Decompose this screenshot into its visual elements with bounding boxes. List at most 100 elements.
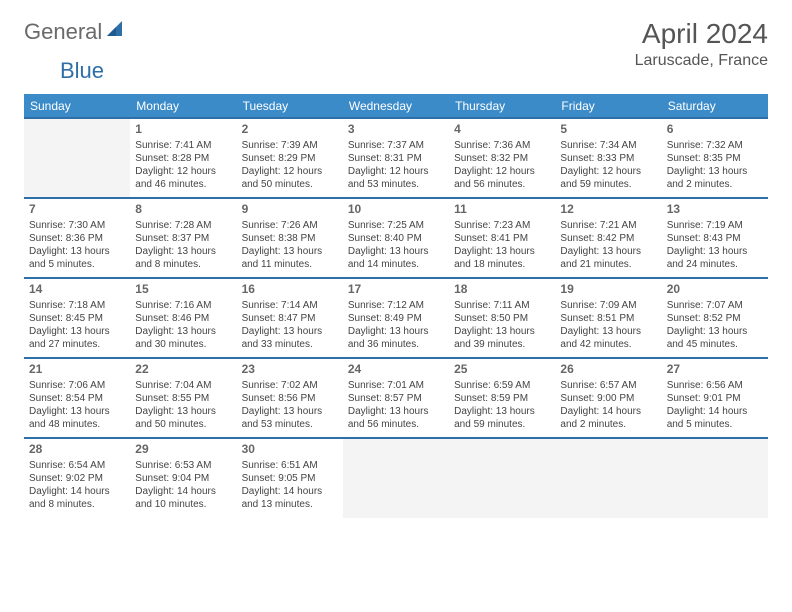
day-number: 4 <box>454 122 550 138</box>
daylight-line: Daylight: 13 hours and 59 minutes. <box>454 405 550 431</box>
day-number: 16 <box>242 282 338 298</box>
sunset-line: Sunset: 8:43 PM <box>667 232 763 245</box>
sunset-line: Sunset: 8:41 PM <box>454 232 550 245</box>
daylight-line: Daylight: 12 hours and 53 minutes. <box>348 165 444 191</box>
sunset-line: Sunset: 8:37 PM <box>135 232 231 245</box>
weekday-header: Monday <box>130 95 236 119</box>
daylight-line: Daylight: 13 hours and 45 minutes. <box>667 325 763 351</box>
day-number: 30 <box>242 442 338 458</box>
calendar-cell: 1Sunrise: 7:41 AMSunset: 8:28 PMDaylight… <box>130 118 236 198</box>
calendar-cell: 29Sunrise: 6:53 AMSunset: 9:04 PMDayligh… <box>130 438 236 518</box>
calendar-cell: 12Sunrise: 7:21 AMSunset: 8:42 PMDayligh… <box>555 198 661 278</box>
sunrise-line: Sunrise: 7:28 AM <box>135 219 231 232</box>
daylight-line: Daylight: 14 hours and 5 minutes. <box>667 405 763 431</box>
daylight-line: Daylight: 13 hours and 24 minutes. <box>667 245 763 271</box>
sunrise-line: Sunrise: 6:51 AM <box>242 459 338 472</box>
sunset-line: Sunset: 8:40 PM <box>348 232 444 245</box>
calendar-cell: 7Sunrise: 7:30 AMSunset: 8:36 PMDaylight… <box>24 198 130 278</box>
weekday-header: Saturday <box>662 95 768 119</box>
sunrise-line: Sunrise: 7:41 AM <box>135 139 231 152</box>
daylight-line: Daylight: 14 hours and 8 minutes. <box>29 485 125 511</box>
sunrise-line: Sunrise: 7:30 AM <box>29 219 125 232</box>
daylight-line: Daylight: 13 hours and 14 minutes. <box>348 245 444 271</box>
calendar-cell: 11Sunrise: 7:23 AMSunset: 8:41 PMDayligh… <box>449 198 555 278</box>
day-number: 17 <box>348 282 444 298</box>
calendar-cell-blank <box>662 438 768 518</box>
day-number: 9 <box>242 202 338 218</box>
sunset-line: Sunset: 8:33 PM <box>560 152 656 165</box>
logo-text-blue: Blue <box>60 58 104 83</box>
calendar-cell: 25Sunrise: 6:59 AMSunset: 8:59 PMDayligh… <box>449 358 555 438</box>
daylight-line: Daylight: 13 hours and 39 minutes. <box>454 325 550 351</box>
sunrise-line: Sunrise: 7:02 AM <box>242 379 338 392</box>
day-number: 14 <box>29 282 125 298</box>
day-number: 13 <box>667 202 763 218</box>
calendar-cell: 27Sunrise: 6:56 AMSunset: 9:01 PMDayligh… <box>662 358 768 438</box>
day-number: 6 <box>667 122 763 138</box>
sunrise-line: Sunrise: 6:57 AM <box>560 379 656 392</box>
calendar-cell-blank <box>343 438 449 518</box>
sunrise-line: Sunrise: 7:37 AM <box>348 139 444 152</box>
daylight-line: Daylight: 12 hours and 59 minutes. <box>560 165 656 191</box>
day-number: 27 <box>667 362 763 378</box>
sunrise-line: Sunrise: 7:25 AM <box>348 219 444 232</box>
daylight-line: Daylight: 14 hours and 2 minutes. <box>560 405 656 431</box>
calendar-cell: 5Sunrise: 7:34 AMSunset: 8:33 PMDaylight… <box>555 118 661 198</box>
calendar-cell: 2Sunrise: 7:39 AMSunset: 8:29 PMDaylight… <box>237 118 343 198</box>
day-number: 20 <box>667 282 763 298</box>
sunset-line: Sunset: 8:42 PM <box>560 232 656 245</box>
sunrise-line: Sunrise: 7:18 AM <box>29 299 125 312</box>
weekday-header: Tuesday <box>237 95 343 119</box>
sunset-line: Sunset: 8:35 PM <box>667 152 763 165</box>
sunset-line: Sunset: 8:51 PM <box>560 312 656 325</box>
daylight-line: Daylight: 13 hours and 53 minutes. <box>242 405 338 431</box>
calendar-cell: 9Sunrise: 7:26 AMSunset: 8:38 PMDaylight… <box>237 198 343 278</box>
calendar-cell-blank <box>555 438 661 518</box>
day-number: 12 <box>560 202 656 218</box>
sunset-line: Sunset: 8:49 PM <box>348 312 444 325</box>
calendar-cell: 14Sunrise: 7:18 AMSunset: 8:45 PMDayligh… <box>24 278 130 358</box>
daylight-line: Daylight: 13 hours and 8 minutes. <box>135 245 231 271</box>
weekday-header: Sunday <box>24 95 130 119</box>
sunset-line: Sunset: 9:04 PM <box>135 472 231 485</box>
calendar-cell: 20Sunrise: 7:07 AMSunset: 8:52 PMDayligh… <box>662 278 768 358</box>
sunset-line: Sunset: 8:52 PM <box>667 312 763 325</box>
daylight-line: Daylight: 13 hours and 2 minutes. <box>667 165 763 191</box>
calendar-cell: 30Sunrise: 6:51 AMSunset: 9:05 PMDayligh… <box>237 438 343 518</box>
weekday-header: Thursday <box>449 95 555 119</box>
day-number: 10 <box>348 202 444 218</box>
calendar-cell: 24Sunrise: 7:01 AMSunset: 8:57 PMDayligh… <box>343 358 449 438</box>
sunrise-line: Sunrise: 7:16 AM <box>135 299 231 312</box>
weekday-header: Friday <box>555 95 661 119</box>
day-number: 2 <box>242 122 338 138</box>
calendar-cell: 8Sunrise: 7:28 AMSunset: 8:37 PMDaylight… <box>130 198 236 278</box>
sunrise-line: Sunrise: 6:53 AM <box>135 459 231 472</box>
sunset-line: Sunset: 8:56 PM <box>242 392 338 405</box>
day-number: 1 <box>135 122 231 138</box>
day-number: 24 <box>348 362 444 378</box>
sunrise-line: Sunrise: 7:11 AM <box>454 299 550 312</box>
daylight-line: Daylight: 13 hours and 48 minutes. <box>29 405 125 431</box>
daylight-line: Daylight: 13 hours and 21 minutes. <box>560 245 656 271</box>
calendar-cell: 3Sunrise: 7:37 AMSunset: 8:31 PMDaylight… <box>343 118 449 198</box>
sunset-line: Sunset: 8:50 PM <box>454 312 550 325</box>
day-number: 29 <box>135 442 231 458</box>
calendar-table: SundayMondayTuesdayWednesdayThursdayFrid… <box>24 94 768 518</box>
sunset-line: Sunset: 8:28 PM <box>135 152 231 165</box>
calendar-cell: 13Sunrise: 7:19 AMSunset: 8:43 PMDayligh… <box>662 198 768 278</box>
day-number: 23 <box>242 362 338 378</box>
sunset-line: Sunset: 8:57 PM <box>348 392 444 405</box>
day-number: 11 <box>454 202 550 218</box>
day-number: 28 <box>29 442 125 458</box>
weekday-header-row: SundayMondayTuesdayWednesdayThursdayFrid… <box>24 95 768 119</box>
day-number: 22 <box>135 362 231 378</box>
sunset-line: Sunset: 8:31 PM <box>348 152 444 165</box>
sunset-line: Sunset: 9:05 PM <box>242 472 338 485</box>
daylight-line: Daylight: 12 hours and 46 minutes. <box>135 165 231 191</box>
logo-sail-icon <box>104 18 126 45</box>
sunset-line: Sunset: 8:29 PM <box>242 152 338 165</box>
day-number: 26 <box>560 362 656 378</box>
calendar-cell: 16Sunrise: 7:14 AMSunset: 8:47 PMDayligh… <box>237 278 343 358</box>
day-number: 7 <box>29 202 125 218</box>
sunrise-line: Sunrise: 7:34 AM <box>560 139 656 152</box>
